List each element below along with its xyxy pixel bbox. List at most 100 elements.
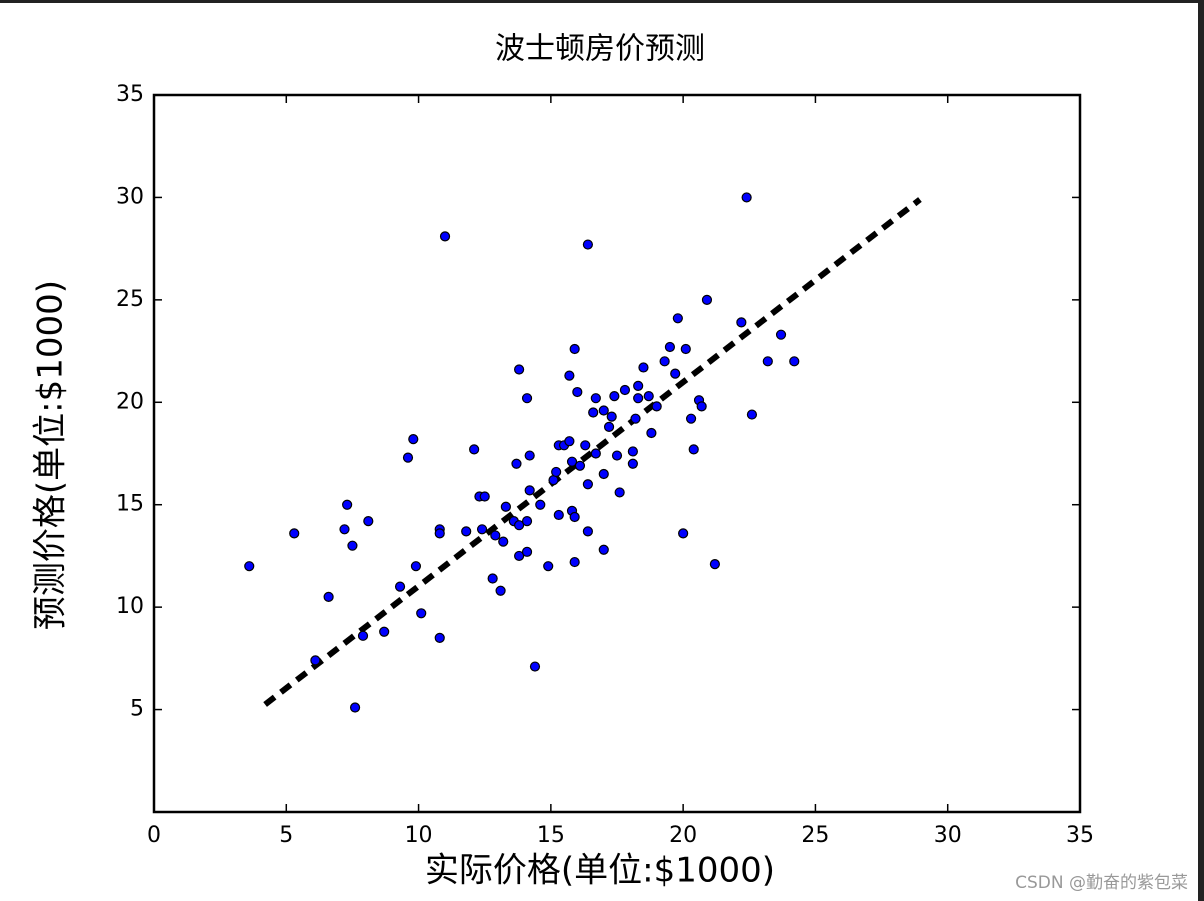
point [410, 561, 422, 572]
point [614, 487, 625, 498]
x-tick-label: 10 [405, 823, 433, 848]
point [651, 401, 662, 412]
point [789, 356, 800, 367]
x-tick-label: 25 [801, 823, 829, 848]
point [611, 450, 623, 461]
y-tick-label: 10 [116, 594, 144, 619]
point [709, 559, 720, 570]
y-tick-label: 20 [116, 389, 144, 414]
point [439, 231, 451, 242]
point [746, 409, 758, 420]
point [619, 384, 631, 396]
point [741, 192, 752, 203]
point [685, 413, 697, 424]
point [498, 536, 509, 547]
point [543, 561, 554, 572]
point [564, 436, 575, 447]
point [569, 556, 580, 568]
point [569, 343, 580, 355]
point [590, 448, 601, 459]
point [476, 524, 488, 535]
point [598, 468, 609, 480]
point [479, 491, 490, 502]
x-tick-label: 0 [147, 823, 161, 848]
point [524, 485, 535, 496]
x-axis-label: 实际价格(单位:$1000) [425, 851, 775, 891]
point [627, 458, 638, 469]
window-edge [0, 0, 1204, 3]
point [580, 440, 591, 451]
point [289, 528, 300, 539]
point [342, 499, 353, 510]
point [553, 509, 564, 521]
point [402, 452, 414, 463]
point [323, 591, 334, 603]
point [688, 444, 699, 455]
x-tick-label: 35 [1066, 823, 1094, 848]
point [598, 405, 609, 416]
point [588, 407, 599, 418]
point [590, 393, 601, 404]
point [670, 368, 681, 379]
x-tick-label: 5 [279, 823, 293, 848]
point [524, 450, 535, 461]
plot-frame [152, 93, 1082, 814]
point [598, 544, 609, 555]
point [514, 550, 525, 562]
point [633, 393, 644, 404]
x-tick-label: 20 [669, 823, 697, 848]
point [678, 528, 689, 539]
y-tick-label: 5 [130, 697, 144, 722]
point [521, 393, 533, 404]
point [495, 585, 506, 596]
point [633, 380, 644, 391]
point [394, 581, 406, 592]
point [529, 661, 541, 672]
point [416, 608, 427, 619]
point [408, 434, 419, 445]
point [487, 573, 498, 584]
point [514, 520, 525, 531]
y-axis-label: 预测价格(单位:$1000) [31, 280, 71, 630]
point [582, 239, 593, 250]
point [500, 501, 511, 512]
x-tick-label: 15 [537, 823, 565, 848]
point [736, 317, 747, 328]
y-tick-label: 15 [116, 492, 144, 517]
x-tick-label: 30 [934, 823, 962, 848]
point [434, 632, 445, 643]
point [349, 702, 361, 713]
point [609, 391, 620, 402]
point [244, 561, 255, 572]
fit-line [263, 197, 922, 707]
point [572, 386, 583, 398]
point [535, 499, 546, 510]
point [582, 479, 593, 490]
y-tick-label: 25 [116, 287, 144, 312]
point [762, 356, 773, 367]
point [551, 466, 562, 478]
point [701, 294, 713, 305]
point [469, 444, 480, 455]
point [379, 626, 390, 637]
point [566, 456, 578, 467]
point [638, 362, 649, 373]
point [434, 528, 445, 539]
point [582, 526, 593, 537]
point [521, 516, 533, 527]
point [511, 458, 522, 469]
window-edge [1198, 0, 1204, 901]
point [680, 343, 691, 355]
point [775, 329, 787, 340]
point [521, 546, 533, 557]
point [357, 630, 369, 641]
point [659, 356, 670, 367]
watermark: CSDN @勤奋的紫包菜 [1015, 873, 1188, 893]
point [603, 421, 615, 432]
point [461, 526, 472, 537]
point [606, 411, 617, 422]
point [630, 413, 641, 424]
point [569, 511, 580, 523]
point [564, 370, 575, 381]
